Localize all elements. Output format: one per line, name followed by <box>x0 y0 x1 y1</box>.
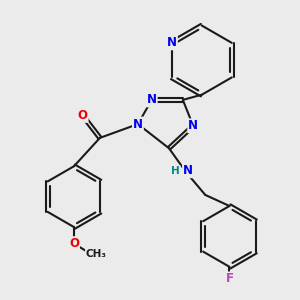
Text: N: N <box>183 164 193 177</box>
Text: H: H <box>171 166 180 176</box>
Text: N: N <box>133 118 143 130</box>
Text: F: F <box>226 272 233 285</box>
Text: O: O <box>69 237 79 250</box>
Text: N: N <box>147 93 157 106</box>
Text: N: N <box>167 36 177 50</box>
Text: CH₃: CH₃ <box>86 249 107 259</box>
Text: N: N <box>188 119 198 132</box>
Text: O: O <box>78 109 88 122</box>
